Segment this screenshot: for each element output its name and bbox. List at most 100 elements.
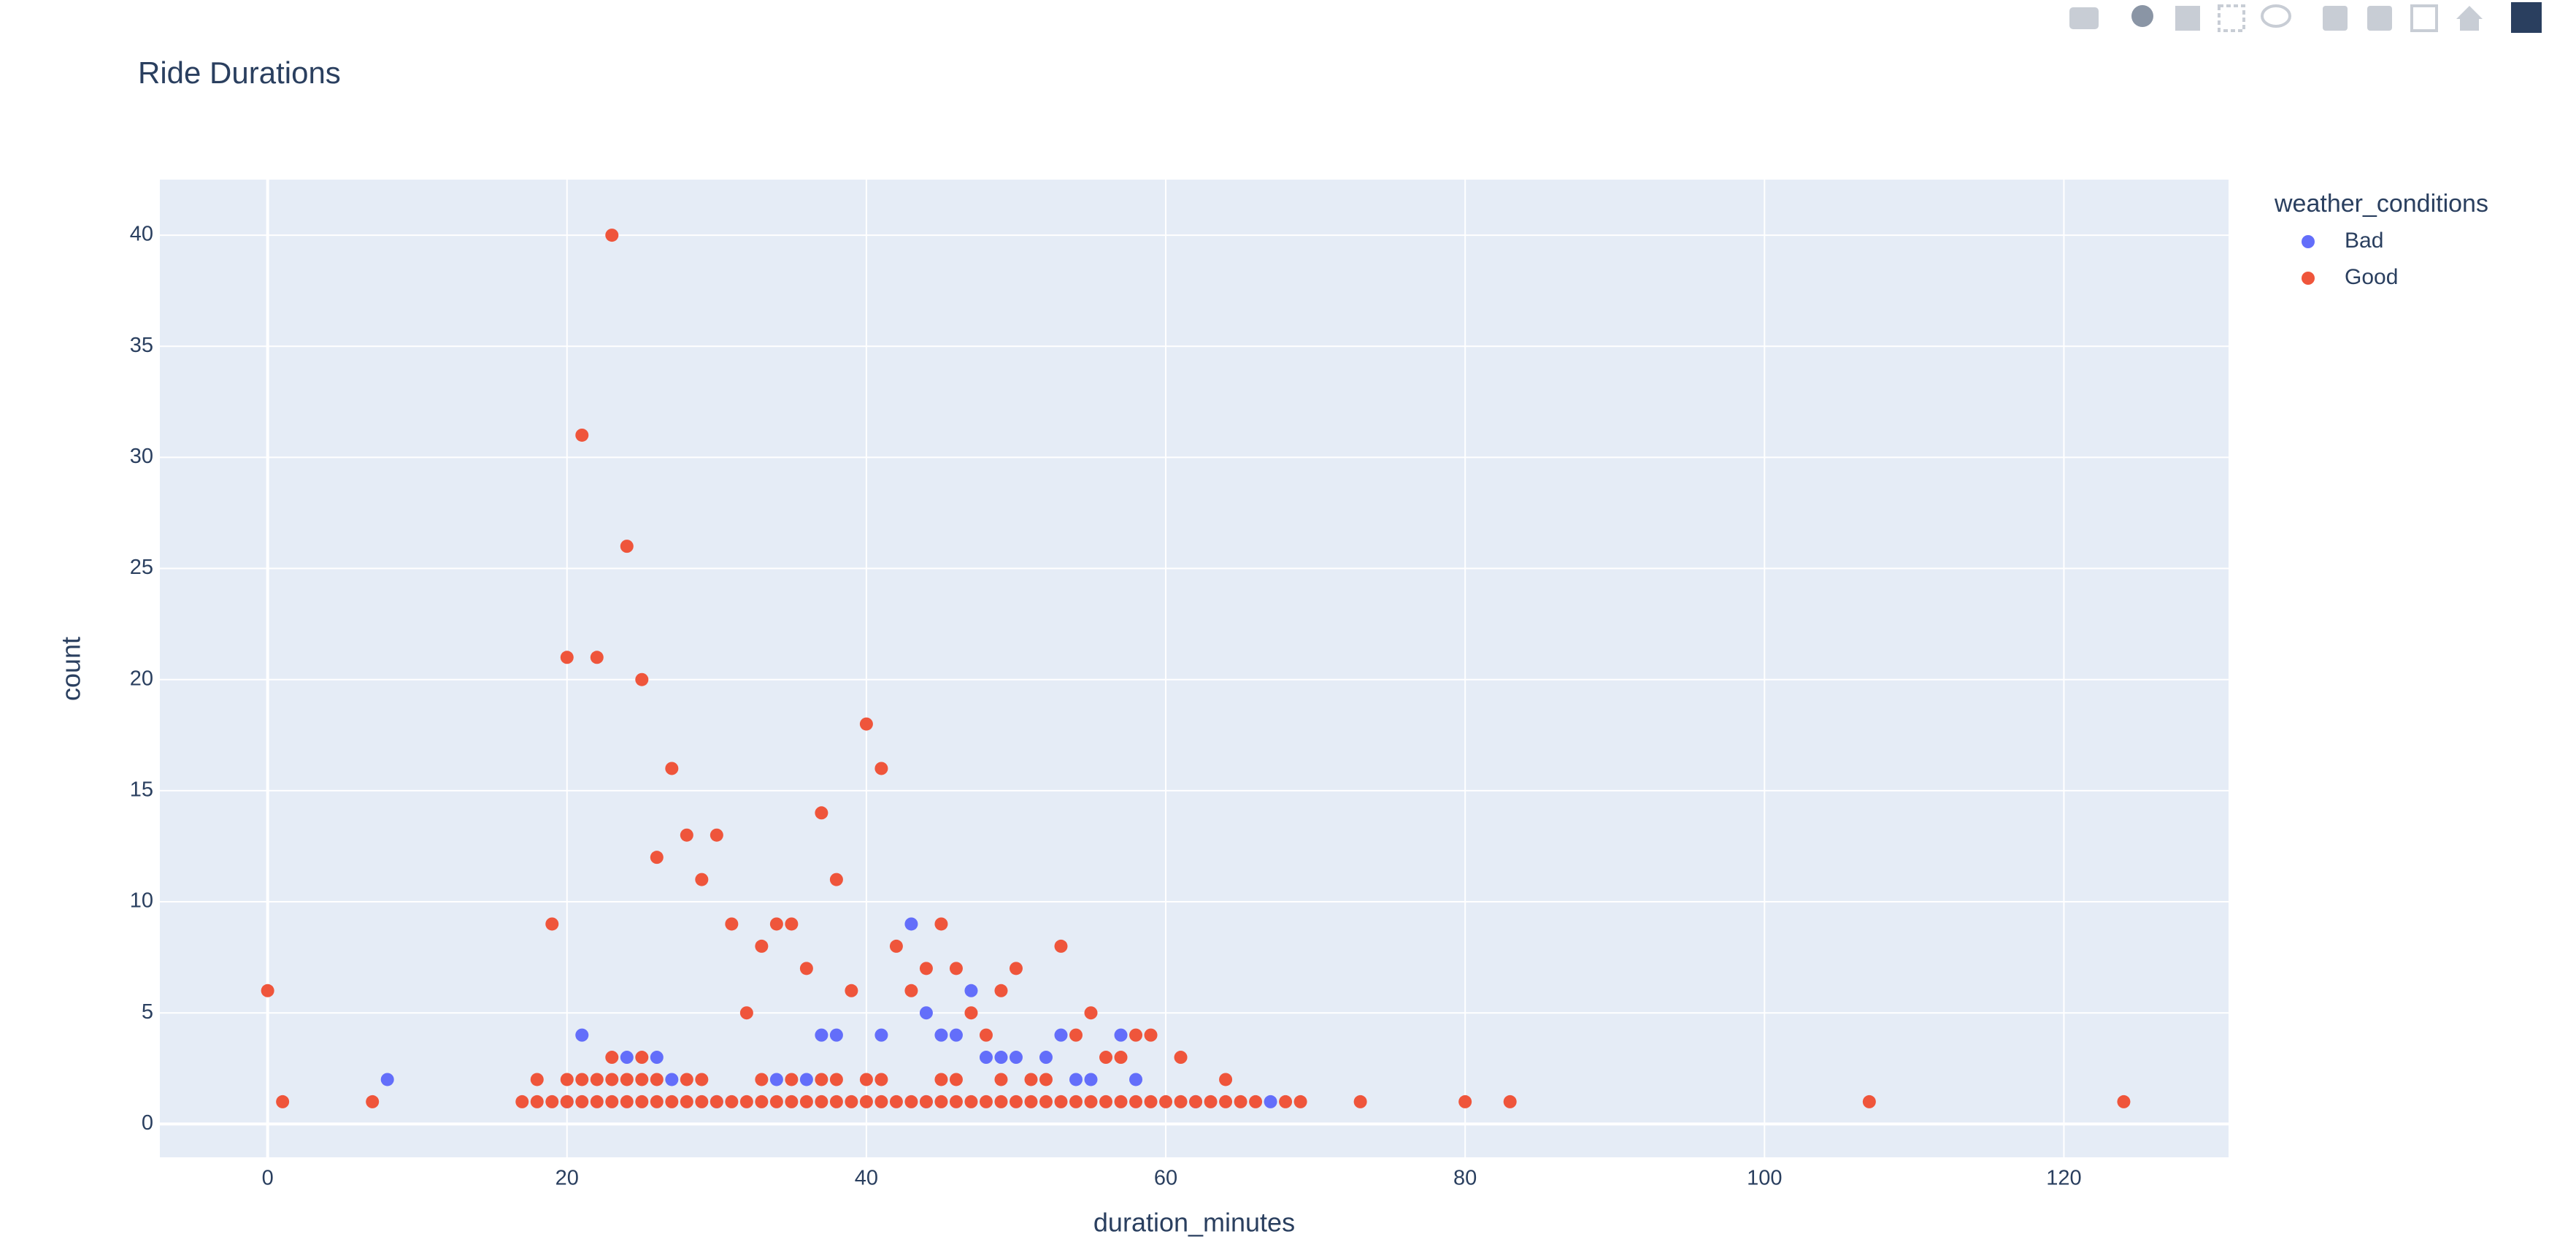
data-point [859,1073,873,1086]
data-point [1862,1095,1876,1108]
data-point [815,1073,828,1086]
data-point [1219,1073,1233,1086]
data-point [590,651,604,664]
data-point [1159,1095,1173,1108]
data-point [949,962,963,975]
data-point [1129,1095,1143,1108]
data-point [680,1073,693,1086]
x-tick-label: 100 [1747,1167,1782,1190]
data-point [575,428,589,442]
data-point [1174,1095,1188,1108]
data-point [755,1073,769,1086]
data-point [575,1028,589,1042]
data-point [695,873,709,886]
data-point [785,1073,799,1086]
legend-label: Good [2345,265,2398,289]
box-select-button[interactable] [2218,4,2245,32]
x-tick-label: 40 [855,1167,878,1190]
data-point [650,851,664,865]
lasso-button[interactable] [2261,4,2291,28]
data-point [1234,1095,1247,1108]
data-point [1009,1051,1023,1065]
data-point [874,1095,888,1108]
data-point [650,1073,664,1086]
autoscale-button[interactable] [2410,4,2438,32]
data-point [1129,1073,1143,1086]
data-point [1084,1095,1098,1108]
data-point [1144,1028,1158,1042]
data-point [725,917,739,931]
data-point [815,1095,828,1108]
y-tick-label: 15 [130,778,153,802]
data-point [635,1051,649,1065]
data-point [665,762,679,775]
zoom-in-button[interactable] [2323,6,2348,31]
data-point [799,1073,813,1086]
data-point [1069,1028,1083,1042]
data-point [530,1073,544,1086]
data-point [1039,1073,1053,1086]
data-point [1174,1051,1188,1065]
data-point [1099,1051,1113,1065]
data-point [665,1073,679,1086]
data-point [620,1051,634,1065]
data-point [1084,1006,1098,1020]
chart-title: Ride Durations [138,55,341,90]
data-point [575,1095,589,1108]
data-point [1219,1095,1233,1108]
data-point [1353,1095,1367,1108]
data-point [665,1095,679,1108]
x-tick-label: 80 [1453,1167,1477,1190]
data-point [575,1073,589,1086]
data-point [889,1095,903,1108]
data-point [1293,1095,1307,1108]
modebar[interactable] [2069,2,2542,33]
data-point [1054,939,1068,953]
data-point [979,1095,993,1108]
data-point [635,1095,649,1108]
data-point [919,1006,933,1020]
data-point [934,917,948,931]
data-point [994,984,1008,997]
data-point [1503,1095,1517,1108]
data-point [979,1051,993,1065]
pan-button[interactable] [2175,6,2200,31]
x-axis-title: duration_minutes [1093,1208,1295,1238]
data-point [845,984,858,997]
data-point [605,1051,619,1065]
data-point [1054,1095,1068,1108]
data-point [710,828,723,842]
data-point [1039,1051,1053,1065]
data-point [964,1095,978,1108]
data-point [530,1095,544,1108]
data-point [949,1028,963,1042]
data-point [605,1073,619,1086]
data-point [1009,962,1023,975]
plotly-logo[interactable] [2511,2,2542,33]
data-point [799,1095,813,1108]
data-point [769,917,783,931]
data-point [815,806,828,820]
zoom-button[interactable] [2131,5,2153,27]
data-point [1069,1095,1083,1108]
data-point [650,1051,664,1065]
data-point [605,229,619,242]
x-tick-label: 120 [2046,1167,2081,1190]
zoom-out-button[interactable] [2367,6,2392,31]
data-point [635,672,649,686]
data-point [919,1095,933,1108]
reset-button[interactable] [2456,6,2483,31]
data-point [1099,1095,1113,1108]
plot-area [160,180,2229,1157]
y-tick-label: 35 [130,334,153,357]
data-point [829,1028,843,1042]
data-point [1458,1095,1472,1108]
data-point [366,1095,380,1108]
camera-button[interactable] [2069,7,2099,29]
data-point [560,1095,574,1108]
data-point [964,1006,978,1020]
x-tick-label: 0 [262,1167,274,1190]
data-point [1054,1028,1068,1042]
data-point [829,1095,843,1108]
